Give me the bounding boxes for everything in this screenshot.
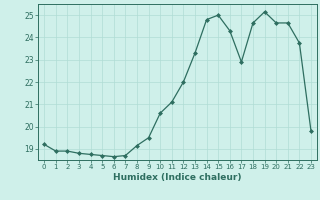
X-axis label: Humidex (Indice chaleur): Humidex (Indice chaleur) (113, 173, 242, 182)
